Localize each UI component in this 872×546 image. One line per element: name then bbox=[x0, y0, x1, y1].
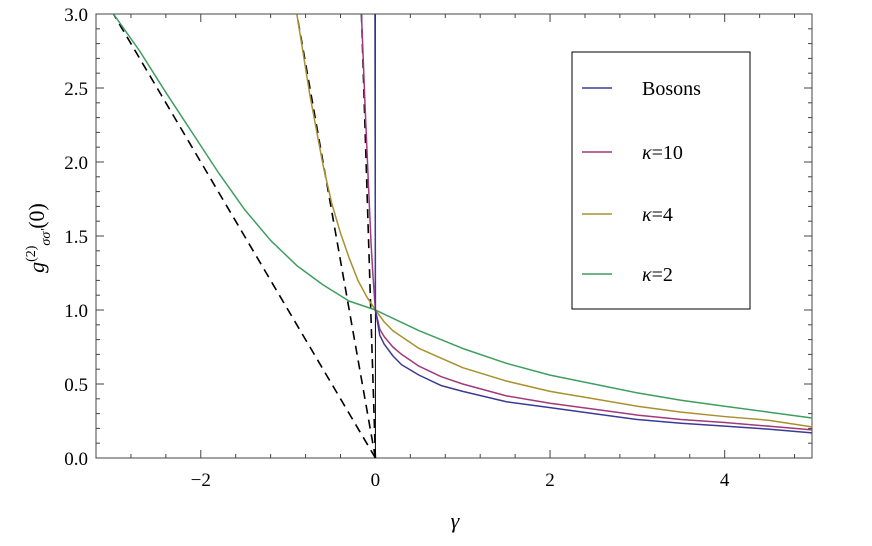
y-tick-label: 2.0 bbox=[64, 153, 88, 174]
y-tick-label: 3.0 bbox=[64, 5, 88, 26]
legend-box bbox=[571, 51, 751, 310]
series-line-0 bbox=[374, 13, 813, 434]
series-line-2 bbox=[296, 13, 813, 428]
x-tick-label: −2 bbox=[191, 470, 211, 491]
x-tick-label: 0 bbox=[371, 470, 381, 491]
series-line-1 bbox=[360, 13, 813, 431]
y-axis-label-superscript: (2) bbox=[24, 245, 39, 262]
y-tick-label: 2.5 bbox=[64, 79, 88, 100]
y-tick-label: 1.0 bbox=[64, 301, 88, 322]
y-axis-label-base: g bbox=[24, 262, 49, 273]
y-axis-label-arg: (0) bbox=[24, 203, 49, 229]
x-axis-label: γ bbox=[451, 508, 461, 533]
legend-label: κ=2 bbox=[642, 264, 673, 286]
x-axis-ticks: −2 0 2 4 bbox=[95, 14, 796, 491]
y-axis-label-subscript: σσ' bbox=[39, 228, 54, 246]
y-axis-ticks: 0.0 0.5 1.0 1.5 2.0 2.5 3.0 bbox=[64, 5, 812, 470]
svg-text:g(2)σσ'(0): g(2)σσ'(0) bbox=[24, 203, 54, 273]
x-tick-label: 2 bbox=[545, 470, 555, 491]
series-lines bbox=[112, 13, 813, 434]
legend: Bosons κ=10 κ=4 κ=2 bbox=[571, 51, 751, 310]
y-tick-label: 1.5 bbox=[64, 227, 88, 248]
asymptote-lines bbox=[112, 13, 377, 459]
asymptote-line bbox=[296, 13, 377, 459]
y-tick-label: 0.5 bbox=[64, 375, 88, 396]
legend-label: κ=4 bbox=[642, 204, 673, 226]
y-axis-label: g(2)σσ'(0) bbox=[24, 203, 54, 273]
legend-label: Bosons bbox=[642, 78, 701, 100]
x-tick-label: 4 bbox=[720, 470, 730, 491]
asymptote-line bbox=[112, 13, 377, 459]
legend-label: κ=10 bbox=[642, 142, 683, 164]
y-tick-label: 0.0 bbox=[64, 449, 88, 470]
